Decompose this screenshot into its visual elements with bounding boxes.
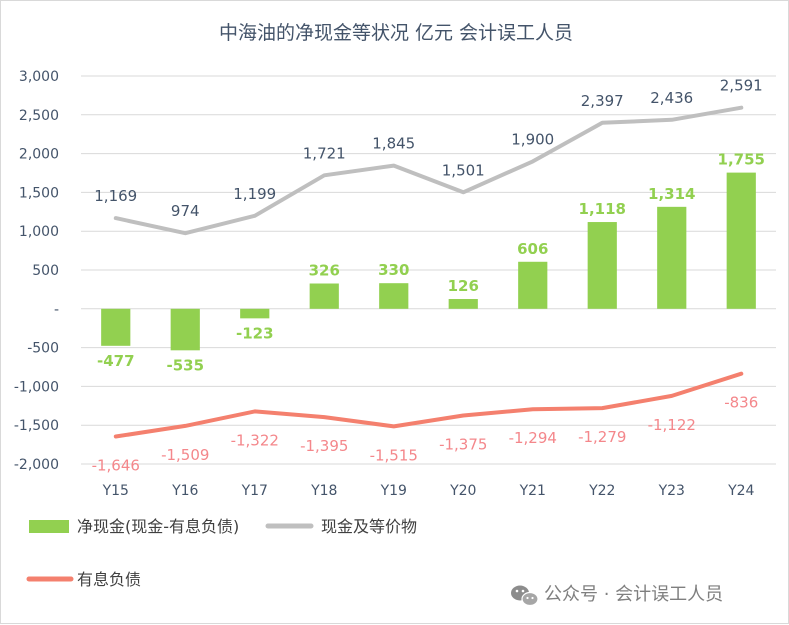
line-series [116, 108, 742, 437]
bar [310, 284, 339, 309]
data-label: -1,515 [370, 446, 418, 464]
x-tick-label: Y15 [102, 483, 129, 499]
x-tick-label: Y17 [241, 483, 268, 499]
y-tick-label: 500 [32, 263, 59, 279]
x-tick-label: Y20 [449, 483, 476, 499]
data-label: 1,199 [233, 185, 276, 203]
x-tick-label: Y16 [171, 483, 198, 499]
bar [518, 262, 547, 309]
bar [240, 309, 269, 319]
data-label: -1,322 [231, 431, 279, 449]
watermark-text: 公众号 · 会计误工人员 [544, 584, 723, 605]
x-tick-label: Y23 [658, 483, 685, 499]
y-tick-label: 2,000 [19, 147, 59, 163]
data-label: -535 [166, 356, 204, 374]
data-label: 1,845 [372, 135, 415, 153]
legend-label: 净现金(现金-有息负债) [77, 517, 239, 536]
x-tick-label: Y24 [727, 483, 754, 499]
data-label: 1,721 [303, 144, 346, 162]
x-tick-label: Y21 [519, 483, 546, 499]
data-label: 2,397 [581, 92, 624, 110]
bar [657, 207, 686, 309]
data-label: 1,118 [579, 200, 626, 218]
chart-title: 中海油的净现金等状况 亿元 会计误工人员 [219, 22, 573, 44]
data-label: 330 [378, 261, 409, 279]
data-label: -477 [97, 352, 135, 370]
data-label: -1,279 [578, 428, 626, 446]
data-label: -1,375 [439, 436, 487, 454]
cash-line [116, 108, 742, 234]
x-tick-label: Y19 [380, 483, 407, 499]
data-label: -1,509 [161, 446, 209, 464]
bar [101, 309, 130, 346]
data-label: -1,294 [509, 429, 557, 447]
data-label: 606 [517, 240, 548, 258]
data-label: 2,591 [720, 77, 763, 95]
bar [171, 309, 200, 351]
legend-label: 现金及等价物 [321, 517, 417, 536]
x-tick-label: Y22 [588, 483, 615, 499]
y-tick-label: -500 [27, 341, 59, 357]
y-tick-label: - [54, 302, 59, 318]
x-tick-label: Y18 [310, 483, 337, 499]
bar [727, 173, 756, 309]
data-label: 1,169 [94, 187, 137, 205]
data-label: 974 [171, 202, 200, 220]
y-tick-label: -2,000 [14, 457, 59, 473]
legend-label: 有息负债 [77, 570, 141, 589]
data-label: 1,900 [511, 130, 554, 148]
data-label: -1,122 [648, 416, 696, 434]
y-tick-label: 2,500 [19, 108, 59, 124]
data-label: 1,501 [442, 161, 485, 179]
y-tick-label: 3,000 [19, 69, 59, 85]
bar [588, 222, 617, 309]
data-label: 326 [309, 262, 340, 280]
y-axis: 3,000 2,500 2,000 1,500 1,000 500 - -500 -1,000 -… [14, 69, 59, 473]
bar [449, 299, 478, 309]
data-label: 1,755 [718, 151, 765, 169]
y-tick-label: -1,000 [14, 379, 59, 395]
data-label: 126 [448, 277, 479, 295]
data-label: -1,646 [92, 457, 140, 475]
data-label: 1,314 [648, 185, 695, 203]
data-label: -1,395 [300, 437, 348, 455]
y-tick-label: -1,500 [14, 418, 59, 434]
x-axis: Y15 Y16 Y17 Y18 Y19 Y20 Y21 Y22 Y23 Y24 [102, 483, 755, 499]
wechat-icon [511, 586, 538, 606]
data-label: -836 [724, 394, 758, 412]
data-label: 2,436 [650, 89, 693, 107]
legend-swatch-net-cash [29, 520, 69, 533]
bar [379, 283, 408, 309]
y-tick-label: 1,500 [19, 185, 59, 201]
y-tick-label: 1,000 [19, 224, 59, 240]
data-label: -123 [236, 324, 274, 342]
watermark: 公众号 · 会计误工人员 [511, 584, 723, 606]
